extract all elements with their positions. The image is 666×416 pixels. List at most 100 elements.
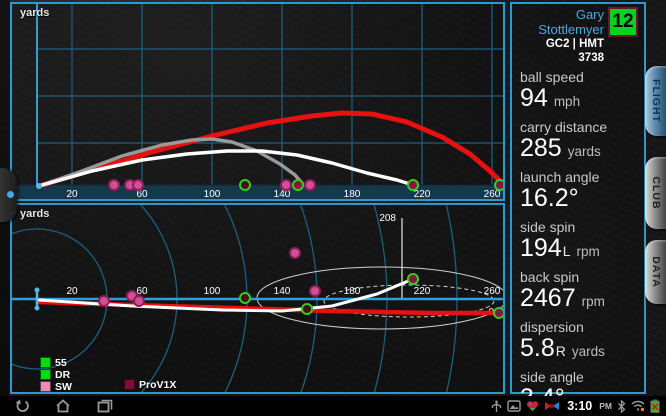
tee-marker-dot [36,183,42,189]
android-nav-bar: 3:10 PM [0,396,666,416]
side-trajectory-shot-red-driver[interactable] [36,110,503,189]
stats-list: ball speed 94 mph carry distance 285 yards lau… [520,69,638,415]
stat-value-line: 2467 rpm [520,285,638,315]
legend-swatch-icon [40,369,51,380]
axis-tick-label: 220 [414,286,431,297]
shot-dot-sel-8[interactable] [493,307,503,319]
stat-value-line: 5.8R yards [520,335,638,365]
side-trajectory-shot-white[interactable] [37,149,415,188]
carry-marker-label: 208 [379,213,396,224]
media-notification-icon [545,402,560,410]
stat-label: dispersion [520,319,584,335]
legend-item-SW[interactable]: SW [40,380,72,393]
shot-dot-pink-0[interactable] [108,179,120,191]
legend-label: DR [55,368,71,381]
stat-value: 94 [520,84,548,112]
stat-unit: yards [567,144,601,159]
stat-value: 2467 [520,284,576,312]
usb-icon [492,400,502,412]
side-trajectory-shot-gray[interactable] [37,137,304,188]
stats-panel: Gary Stottlemyer GC2 | HMT 3738 12 ball … [510,2,646,411]
top-down-chart[interactable]: 20820601001401802202600.4L yards 55DRSWP… [10,203,505,394]
axis-tick-label: 100 [204,189,221,199]
axis-tick-label: 20 [66,189,78,199]
shot-dot-sel-5[interactable] [292,179,304,191]
stat-label: ball speed [520,69,584,85]
stat-value: 16.2° [520,184,579,212]
stat-label: launch angle [520,169,600,185]
shot-dot-ring-6[interactable] [301,303,313,315]
axis-tick-label: 140 [274,189,291,199]
battery-icon [650,399,660,413]
shot-dot-pink-2[interactable] [133,295,145,307]
session-header: Gary Stottlemyer GC2 | HMT 3738 12 [520,7,638,65]
stat-unit: rpm [576,244,600,259]
shot-count-badge[interactable]: 12 [608,7,638,37]
clock-ampm: PM [599,401,612,411]
axis-tick-label: 20 [66,286,78,297]
app-notification-icon [527,401,539,411]
shot-dot-pink-5[interactable] [309,285,321,297]
axis-tick-label: 180 [344,286,361,297]
axis-tick-label: 260 [484,286,501,297]
legend-label: SW [55,380,72,393]
stat-row-back-spin: back spin 2467 rpm [520,269,638,315]
side-view-plot[interactable]: 20 60 100 140 180 220 260 [12,4,503,199]
tab-data[interactable]: DATA [645,240,666,304]
stat-unit: yards [571,344,605,359]
stat-label: side angle [520,369,584,385]
shot-dot-sel-7[interactable] [407,273,419,285]
stat-label: carry distance [520,119,608,135]
tee-marker-dot [34,305,40,311]
stat-row-side-spin: side spin 194L rpm [520,219,638,265]
shot-dot-pink-4[interactable] [280,179,292,191]
dispersion-ellipse-1 [323,284,495,318]
shot-dot-ring-3[interactable] [239,292,251,304]
shot-dot-pink-0[interactable] [98,295,110,307]
home-icon[interactable] [55,399,71,413]
stat-row-carry-distance: carry distance 285 yards [520,119,638,165]
stat-label: side spin [520,219,576,235]
axis-tick-label: 100 [204,286,221,297]
recent-apps-icon[interactable] [97,399,113,413]
tab-label: DATA [649,256,662,288]
side-view-chart[interactable]: 20 60 100 140 180 220 260 yards [10,2,505,201]
drawer-handle[interactable] [0,168,17,222]
stat-row-ball-speed: ball speed 94 mph [520,69,638,115]
stat-unit: rpm [581,294,605,309]
device-name: GC2 | HMT 3738 [545,38,604,64]
shot-dot-sel-8[interactable] [494,179,503,191]
legend-item-DR[interactable]: DR [40,368,71,381]
shot-dot-sel-7[interactable] [407,179,419,191]
legend-swatch-icon [124,379,135,390]
wifi-icon [631,400,645,412]
shot-dot-ring-3[interactable] [239,179,251,191]
tab-flight[interactable]: FLIGHT [645,66,666,136]
stat-suffix: R [555,343,566,359]
top-down-plot[interactable]: 20820601001401802202600.4L [12,205,503,392]
stat-value-line: 16.2° [520,185,638,215]
shot-dot-pink-2[interactable] [132,179,144,191]
back-icon[interactable] [14,399,29,413]
stat-value: 194 [520,234,562,262]
legend-swatch-icon [40,381,51,392]
tab-club[interactable]: CLUB [645,157,666,229]
screenshot-icon [507,400,521,412]
drawer-handle-dot [7,191,14,198]
legend-item-55[interactable]: 55 [40,357,67,369]
legend-item-ProV1X[interactable]: ProV1X [124,378,177,391]
stat-row-dispersion: dispersion 5.8R yards [520,319,638,365]
axis-tick-label: 180 [344,189,361,199]
stat-value: 285 [520,134,562,162]
top-trajectory-shot-white[interactable] [37,277,415,313]
axis-tick-label: 60 [136,189,148,199]
stat-suffix: L [562,243,571,259]
shot-dot-pink-4[interactable] [289,247,301,259]
tab-label: CLUB [649,176,662,210]
shot-dot-pink-6[interactable] [304,179,316,191]
stat-value-line: 285 yards [520,135,638,165]
legend-label: ProV1X [139,378,177,391]
stat-unit: mph [553,94,581,109]
tab-label: FLIGHT [649,79,662,123]
